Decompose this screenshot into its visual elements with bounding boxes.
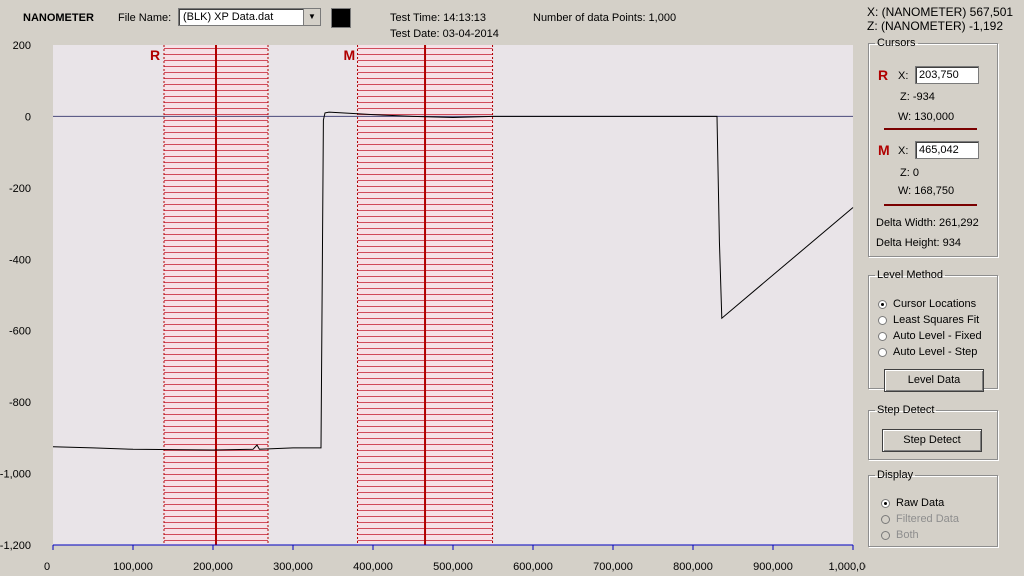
x-tick-label: 300,000 (273, 561, 313, 573)
cursor-r-separator (884, 128, 977, 130)
x-tick-label: 400,000 (353, 561, 393, 573)
radio-selected-icon[interactable] (878, 299, 887, 309)
x-tick-label: 500,000 (433, 561, 473, 573)
display-group: Display Raw Data Filtered Data Both (868, 469, 998, 547)
cursor-r-z: Z: -934 (900, 91, 935, 103)
x-tick-label: 0 (44, 561, 50, 573)
cursor-readout-x: X: (NANOMETER) 567,501 (867, 5, 1014, 19)
cursor-label-r: R (150, 47, 160, 63)
num-data-points: Number of data Points: 1,000 (533, 12, 677, 24)
profile-chart[interactable]: R M 0 100,000 200,000 300,000 400,000 500,000 6… (0, 36, 866, 576)
cursor-m-x-label: X: (898, 145, 909, 157)
cursor-m-z: Z: 0 (900, 167, 919, 179)
file-name-value: (BLK) XP Data.dat (183, 11, 274, 23)
radio-both: Both (881, 529, 919, 541)
x-tick-label: 600,000 (513, 561, 553, 573)
cursor-r-x-input[interactable]: 203,750 (915, 66, 979, 84)
file-name-label: File Name: (118, 12, 172, 24)
y-tick-label: -1,000 (0, 469, 31, 481)
radio-raw-data[interactable]: Raw Data (881, 497, 944, 509)
step-detect-button[interactable]: Step Detect (882, 429, 982, 452)
radio-filtered-data: Filtered Data (881, 513, 959, 525)
cursor-r-letter: R (878, 67, 889, 83)
test-date: Test Date: 03-04-2014 (390, 28, 499, 40)
x-tick-label: 800,000 (673, 561, 713, 573)
color-swatch-button[interactable] (331, 8, 351, 28)
cursor-readout-z: Z: (NANOMETER) -1,192 (867, 19, 1004, 33)
cursors-title: Cursors (877, 37, 916, 49)
radio-auto-level-fixed[interactable]: Auto Level - Fixed (878, 330, 982, 342)
y-tick-label: 0 (25, 111, 31, 123)
test-time: Test Time: 14:13:13 (390, 12, 486, 24)
x-tick-label: 100,000 (113, 561, 153, 573)
cursor-r-w: W: 130,000 (898, 111, 955, 123)
x-tick-label: 700,000 (593, 561, 633, 573)
delta-height: Delta Height: 934 (876, 237, 961, 249)
radio-icon[interactable] (878, 347, 887, 357)
radio-cursor-locations[interactable]: Cursor Locations (878, 298, 976, 310)
y-tick-label: -800 (9, 397, 31, 409)
radio-auto-level-step[interactable]: Auto Level - Step (878, 346, 977, 358)
y-tick-label: -600 (9, 326, 31, 338)
level-data-button[interactable]: Level Data (884, 369, 984, 392)
x-tick-label: 200,000 (193, 561, 233, 573)
y-tick-label: -200 (9, 183, 31, 195)
delta-width: Delta Width: 261,292 (876, 217, 979, 229)
y-tick-label: -400 (9, 254, 31, 266)
step-detect-title: Step Detect (877, 404, 935, 416)
y-tick-label: 200 (13, 40, 31, 52)
app-brand: NANOMETER (23, 12, 94, 24)
cursor-m-letter: M (878, 142, 890, 158)
display-title: Display (877, 469, 914, 481)
cursor-label-m: M (344, 47, 356, 63)
data-trace (52, 111, 854, 451)
radio-icon (881, 530, 890, 540)
level-method-title: Level Method (877, 269, 944, 281)
file-name-select[interactable]: (BLK) XP Data.dat ▼ (178, 8, 321, 26)
cursor-r-x-label: X: (898, 70, 909, 82)
radio-icon (881, 514, 890, 524)
chevron-down-icon[interactable]: ▼ (303, 9, 320, 25)
cursor-m-x-input[interactable]: 465,042 (915, 141, 979, 159)
cursors-group: Cursors R X: 203,750 Z: -934 W: 130,000 … (868, 37, 998, 257)
radio-selected-icon[interactable] (881, 498, 890, 508)
radio-least-squares-fit[interactable]: Least Squares Fit (878, 314, 979, 326)
step-detect-group: Step Detect Step Detect (868, 404, 998, 460)
y-tick-label: -1,200 (0, 540, 31, 552)
cursor-m-w: W: 168,750 (898, 185, 955, 197)
radio-icon[interactable] (878, 315, 887, 325)
level-method-group: Level Method Cursor Locations Least Squa… (868, 269, 998, 392)
radio-icon[interactable] (878, 331, 887, 341)
cursor-m-separator (884, 204, 977, 206)
x-tick-label: 1,000,000 (829, 561, 866, 573)
x-tick-label: 900,000 (753, 561, 793, 573)
